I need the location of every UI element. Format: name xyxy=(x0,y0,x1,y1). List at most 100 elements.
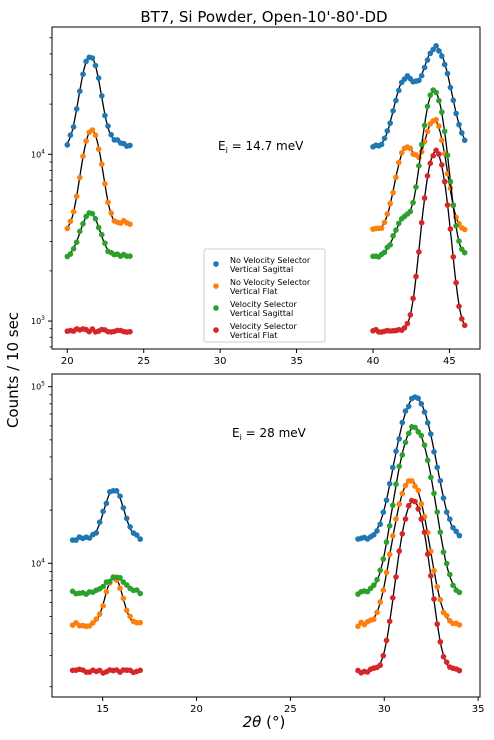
data-point xyxy=(384,211,391,217)
data-point xyxy=(371,532,377,538)
data-point xyxy=(405,502,412,509)
legend-label: Vertical Sagittal xyxy=(230,309,293,318)
data-point xyxy=(439,53,445,59)
data-point xyxy=(453,110,459,117)
data-point xyxy=(450,202,457,208)
fit-line xyxy=(72,488,141,540)
legend-label: Velocity Selector xyxy=(230,300,298,309)
data-point xyxy=(390,233,396,239)
data-point xyxy=(378,141,385,148)
figure-title: BT7, Si Powder, Open-10'-80'-DD xyxy=(140,8,387,26)
data-point xyxy=(95,146,102,152)
data-point xyxy=(439,109,445,115)
data-point xyxy=(105,199,111,206)
x-tick-label: 45 xyxy=(443,356,456,367)
data-point xyxy=(380,652,387,659)
data-point xyxy=(100,603,106,609)
x-axis-label: 2θ (°) xyxy=(243,713,286,731)
data-point xyxy=(396,87,402,94)
data-point xyxy=(444,152,451,158)
data-point xyxy=(92,62,99,69)
data-point xyxy=(383,637,390,644)
data-point xyxy=(67,218,74,225)
data-point xyxy=(431,490,437,497)
data-point xyxy=(134,532,140,538)
x-axis-label-theta: 2θ xyxy=(243,713,262,731)
plot-frame xyxy=(51,26,481,350)
data-point xyxy=(95,224,102,231)
data-point xyxy=(396,501,403,507)
data-point xyxy=(396,436,403,442)
fit-line xyxy=(66,55,131,148)
data-point xyxy=(436,97,442,104)
data-point xyxy=(371,582,377,588)
data-point xyxy=(440,653,447,660)
x-tick-label: 30 xyxy=(214,356,227,367)
data-point xyxy=(405,430,412,437)
data-point xyxy=(99,161,105,167)
data-point xyxy=(374,576,380,583)
data-point xyxy=(99,231,105,238)
legend-label: Vertical Flat xyxy=(230,287,277,296)
data-point xyxy=(433,116,439,123)
data-point xyxy=(433,89,439,96)
data-point xyxy=(434,621,441,627)
data-point xyxy=(405,403,412,410)
data-point xyxy=(390,464,396,471)
data-point xyxy=(416,77,422,84)
x-axis-label-unit: (°) xyxy=(261,713,285,731)
data-point xyxy=(410,295,416,302)
data-point xyxy=(77,174,83,181)
x-tick-label: 25 xyxy=(284,704,297,715)
data-point xyxy=(73,193,80,200)
data-point xyxy=(424,128,431,135)
data-point xyxy=(431,567,437,574)
data-point xyxy=(384,128,391,134)
data-point xyxy=(380,587,387,593)
data-point xyxy=(418,501,425,507)
data-point xyxy=(412,498,418,505)
data-point xyxy=(117,585,123,591)
data-point xyxy=(113,488,120,494)
data-point xyxy=(410,199,416,206)
data-point xyxy=(105,123,111,129)
data-point xyxy=(427,160,434,167)
data-point xyxy=(127,524,133,530)
data-point xyxy=(70,208,77,215)
data-point xyxy=(402,516,409,522)
data-point xyxy=(399,419,406,426)
data-point xyxy=(407,208,414,215)
data-point xyxy=(378,225,385,231)
data-point xyxy=(418,401,425,407)
data-point xyxy=(428,431,434,437)
data-point xyxy=(377,662,384,668)
data-point xyxy=(439,162,445,168)
data-point xyxy=(456,532,463,539)
data-point xyxy=(390,189,396,196)
x-tick-label: 15 xyxy=(96,704,109,715)
data-point xyxy=(396,548,403,554)
data-point xyxy=(413,184,419,190)
data-point xyxy=(393,574,399,580)
data-point xyxy=(102,112,108,119)
data-point xyxy=(456,121,462,128)
data-point xyxy=(434,464,441,471)
data-point xyxy=(427,92,434,98)
x-tick-label: 30 xyxy=(378,704,391,715)
fit-line xyxy=(358,426,460,594)
data-point xyxy=(424,457,431,464)
data-point xyxy=(437,639,444,645)
data-point xyxy=(441,128,448,135)
data-point xyxy=(447,226,454,232)
panel-top: 20 25 30 35 40 45 103 104 Ei = 14.7 meV xyxy=(31,26,481,367)
data-point xyxy=(96,611,103,617)
data-point xyxy=(93,616,100,622)
data-point xyxy=(90,620,96,626)
data-point xyxy=(424,551,431,557)
data-point xyxy=(120,595,127,602)
data-point xyxy=(390,595,396,601)
data-point xyxy=(443,659,450,665)
data-point xyxy=(431,449,437,455)
data-point xyxy=(456,238,462,244)
